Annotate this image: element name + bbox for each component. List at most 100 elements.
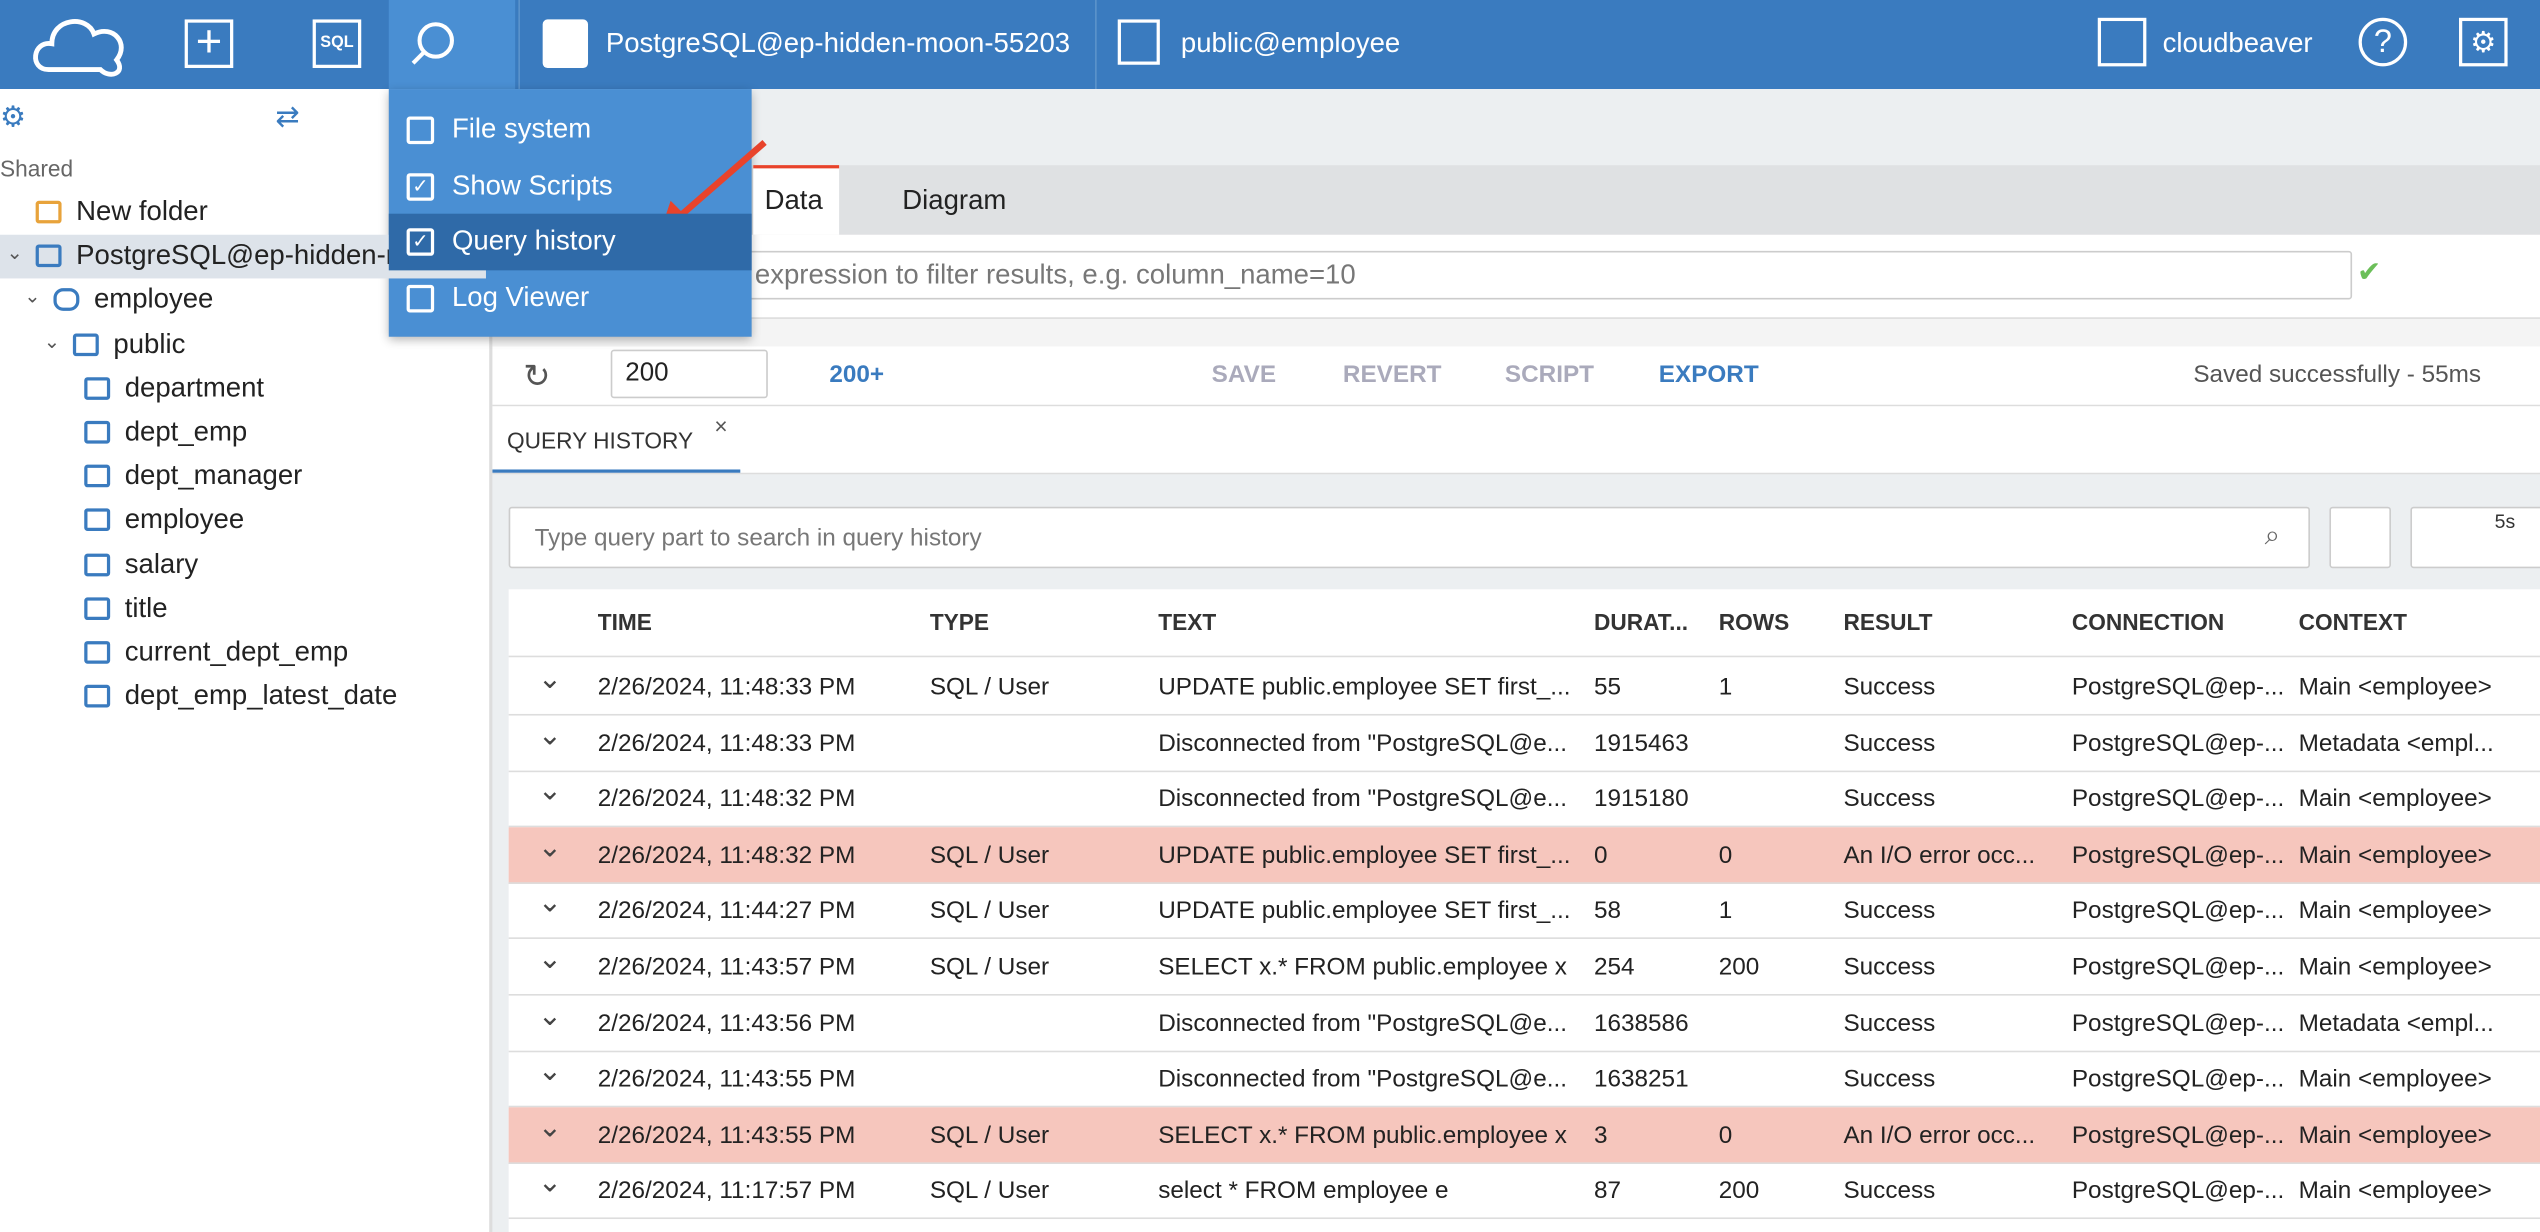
history-row[interactable] — [508, 995, 2540, 1052]
cell-result: Success — [1843, 1065, 1936, 1094]
search-placeholder: Type query part to search in query histo… — [534, 524, 982, 553]
history-row[interactable] — [508, 1051, 2540, 1108]
row-expand[interactable]: ⌄ — [537, 718, 563, 751]
sql-button[interactable]: SQL — [312, 19, 362, 68]
tree-item[interactable]: dept_emp_latest_date — [124, 680, 398, 712]
cell-connection: PostgreSQL@ep-... — [2071, 953, 2285, 982]
menu-checkbox[interactable]: ✓ — [406, 172, 435, 200]
history-row[interactable] — [508, 715, 2540, 772]
tree-toggle[interactable]: ⌄ — [6, 241, 23, 265]
cell-duration: 254 — [1593, 953, 1635, 982]
row-expand[interactable]: ⌄ — [537, 1166, 563, 1199]
panel-tab[interactable] — [492, 406, 741, 473]
cell-type: SQL / User — [929, 897, 1050, 926]
cell-time: 2/26/2024, 11:43:55 PM — [597, 1065, 856, 1094]
nav-settings[interactable]: ⚙ — [0, 100, 27, 133]
filter-button[interactable] — [2329, 506, 2391, 569]
tree-item[interactable]: dept_emp — [124, 416, 248, 447]
history-row[interactable] — [508, 771, 2540, 828]
cell-time: 2/26/2024, 11:48:32 PM — [597, 785, 856, 813]
settings-button[interactable]: ⚙ — [2459, 17, 2508, 67]
cell-duration: 1915463 — [1593, 729, 1689, 757]
row-expand[interactable]: ⌄ — [537, 774, 563, 807]
cell-time: 2/26/2024, 11:48:33 PM — [597, 729, 856, 757]
result-action[interactable]: 200+ — [829, 361, 885, 389]
connection-name: PostgreSQL@ep-hidden-moon-55203 — [605, 27, 1071, 59]
row-expand[interactable]: ⌄ — [537, 998, 563, 1031]
history-row[interactable] — [508, 659, 2540, 716]
history-row[interactable] — [508, 1163, 2540, 1220]
tree-item[interactable]: New folder — [76, 195, 208, 227]
history-row[interactable] — [508, 826, 2540, 884]
history-search[interactable] — [508, 506, 2310, 569]
column-header: CONNECTION — [2071, 608, 2225, 635]
row-expand[interactable]: ⌄ — [537, 830, 563, 863]
history-row[interactable] — [508, 1106, 2540, 1164]
fetch-size: 200 — [625, 359, 669, 387]
tree-item[interactable]: current_dept_emp — [124, 636, 349, 667]
cell-rows: 200 — [1718, 953, 1760, 982]
cell-result: Success — [1843, 1009, 1936, 1038]
cell-time: 2/26/2024, 11:43:57 PM — [597, 953, 856, 982]
row-expand[interactable]: ⌄ — [537, 662, 563, 695]
row-expand[interactable]: ⌄ — [537, 942, 563, 975]
menu-item[interactable]: Query history — [451, 225, 616, 256]
column-header: TYPE — [929, 608, 990, 635]
help-button[interactable]: ? — [2358, 17, 2408, 67]
search-icon: ⌕ — [2264, 519, 2281, 551]
menu-item[interactable]: Show Scripts — [451, 169, 613, 200]
schema-icon — [1117, 19, 1160, 65]
cell-type: SQL / User — [929, 953, 1050, 982]
nav-sync[interactable]: ⇄ — [275, 100, 300, 133]
cell-time: 2/26/2024, 11:43:56 PM — [597, 1009, 856, 1038]
cell-connection: PostgreSQL@ep-... — [2071, 673, 2285, 701]
tree-item[interactable]: employee — [124, 504, 245, 535]
cell-type: SQL / User — [929, 1177, 1050, 1206]
tree-icon-database — [53, 288, 80, 312]
new-button[interactable]: + — [184, 19, 234, 68]
editor-tab[interactable]: Diagram — [902, 184, 1007, 216]
cell-text: Disconnected from "PostgreSQL@e... — [1158, 729, 1567, 757]
user-name[interactable]: cloudbeaver — [2162, 27, 2313, 59]
result-action[interactable]: SAVE — [1211, 361, 1277, 389]
tree-item[interactable]: dept_manager — [124, 460, 303, 491]
panel-tab-close[interactable]: × — [714, 412, 728, 439]
nav-section: Shared — [0, 155, 74, 182]
menu-item[interactable]: File system — [451, 113, 592, 145]
fetch-size-input[interactable] — [610, 349, 768, 399]
tree-item[interactable]: title — [124, 592, 168, 623]
menu-checkbox[interactable] — [406, 284, 435, 312]
cell-time: 2/26/2024, 11:17:57 PM — [597, 1177, 856, 1206]
schema-name: public@employee — [1180, 27, 1401, 59]
editor-tab[interactable]: Data — [764, 184, 823, 216]
history-row[interactable] — [508, 883, 2540, 940]
cell-connection: PostgreSQL@ep-... — [2071, 841, 2285, 870]
tree-item[interactable]: salary — [124, 548, 199, 579]
tree-toggle[interactable]: ⌄ — [24, 285, 41, 309]
menu-item[interactable]: Log Viewer — [451, 280, 590, 312]
tree-item[interactable]: public — [113, 327, 186, 359]
result-action[interactable]: REVERT — [1342, 361, 1442, 389]
tree-icon-view — [84, 685, 111, 708]
result-action[interactable]: EXPORT — [1658, 361, 1759, 389]
result-action[interactable]: SCRIPT — [1504, 361, 1595, 389]
filter-apply[interactable]: ✔ — [2356, 255, 2382, 289]
row-expand[interactable]: ⌄ — [537, 1110, 563, 1143]
cell-connection: PostgreSQL@ep-... — [2071, 897, 2285, 926]
row-expand[interactable]: ⌄ — [537, 886, 563, 919]
filter-input[interactable] — [737, 250, 2353, 300]
tree-item[interactable]: department — [124, 372, 265, 403]
auto-refresh-button[interactable] — [2410, 506, 2540, 569]
cell-context: Main <employee> — [2298, 841, 2492, 870]
cell-text: select * FROM employee e — [1158, 1177, 1449, 1206]
menu-checkbox[interactable]: ✓ — [406, 228, 435, 256]
menu-checkbox[interactable] — [406, 116, 435, 145]
cell-duration: 1915180 — [1593, 785, 1689, 813]
connection-selector[interactable] — [518, 0, 1097, 90]
refresh-button[interactable]: ↻ — [523, 359, 551, 396]
row-expand[interactable]: ⌄ — [537, 1054, 563, 1087]
tree-item[interactable]: employee — [93, 283, 214, 315]
tree-toggle[interactable]: ⌄ — [43, 329, 61, 353]
history-row[interactable] — [508, 939, 2540, 996]
